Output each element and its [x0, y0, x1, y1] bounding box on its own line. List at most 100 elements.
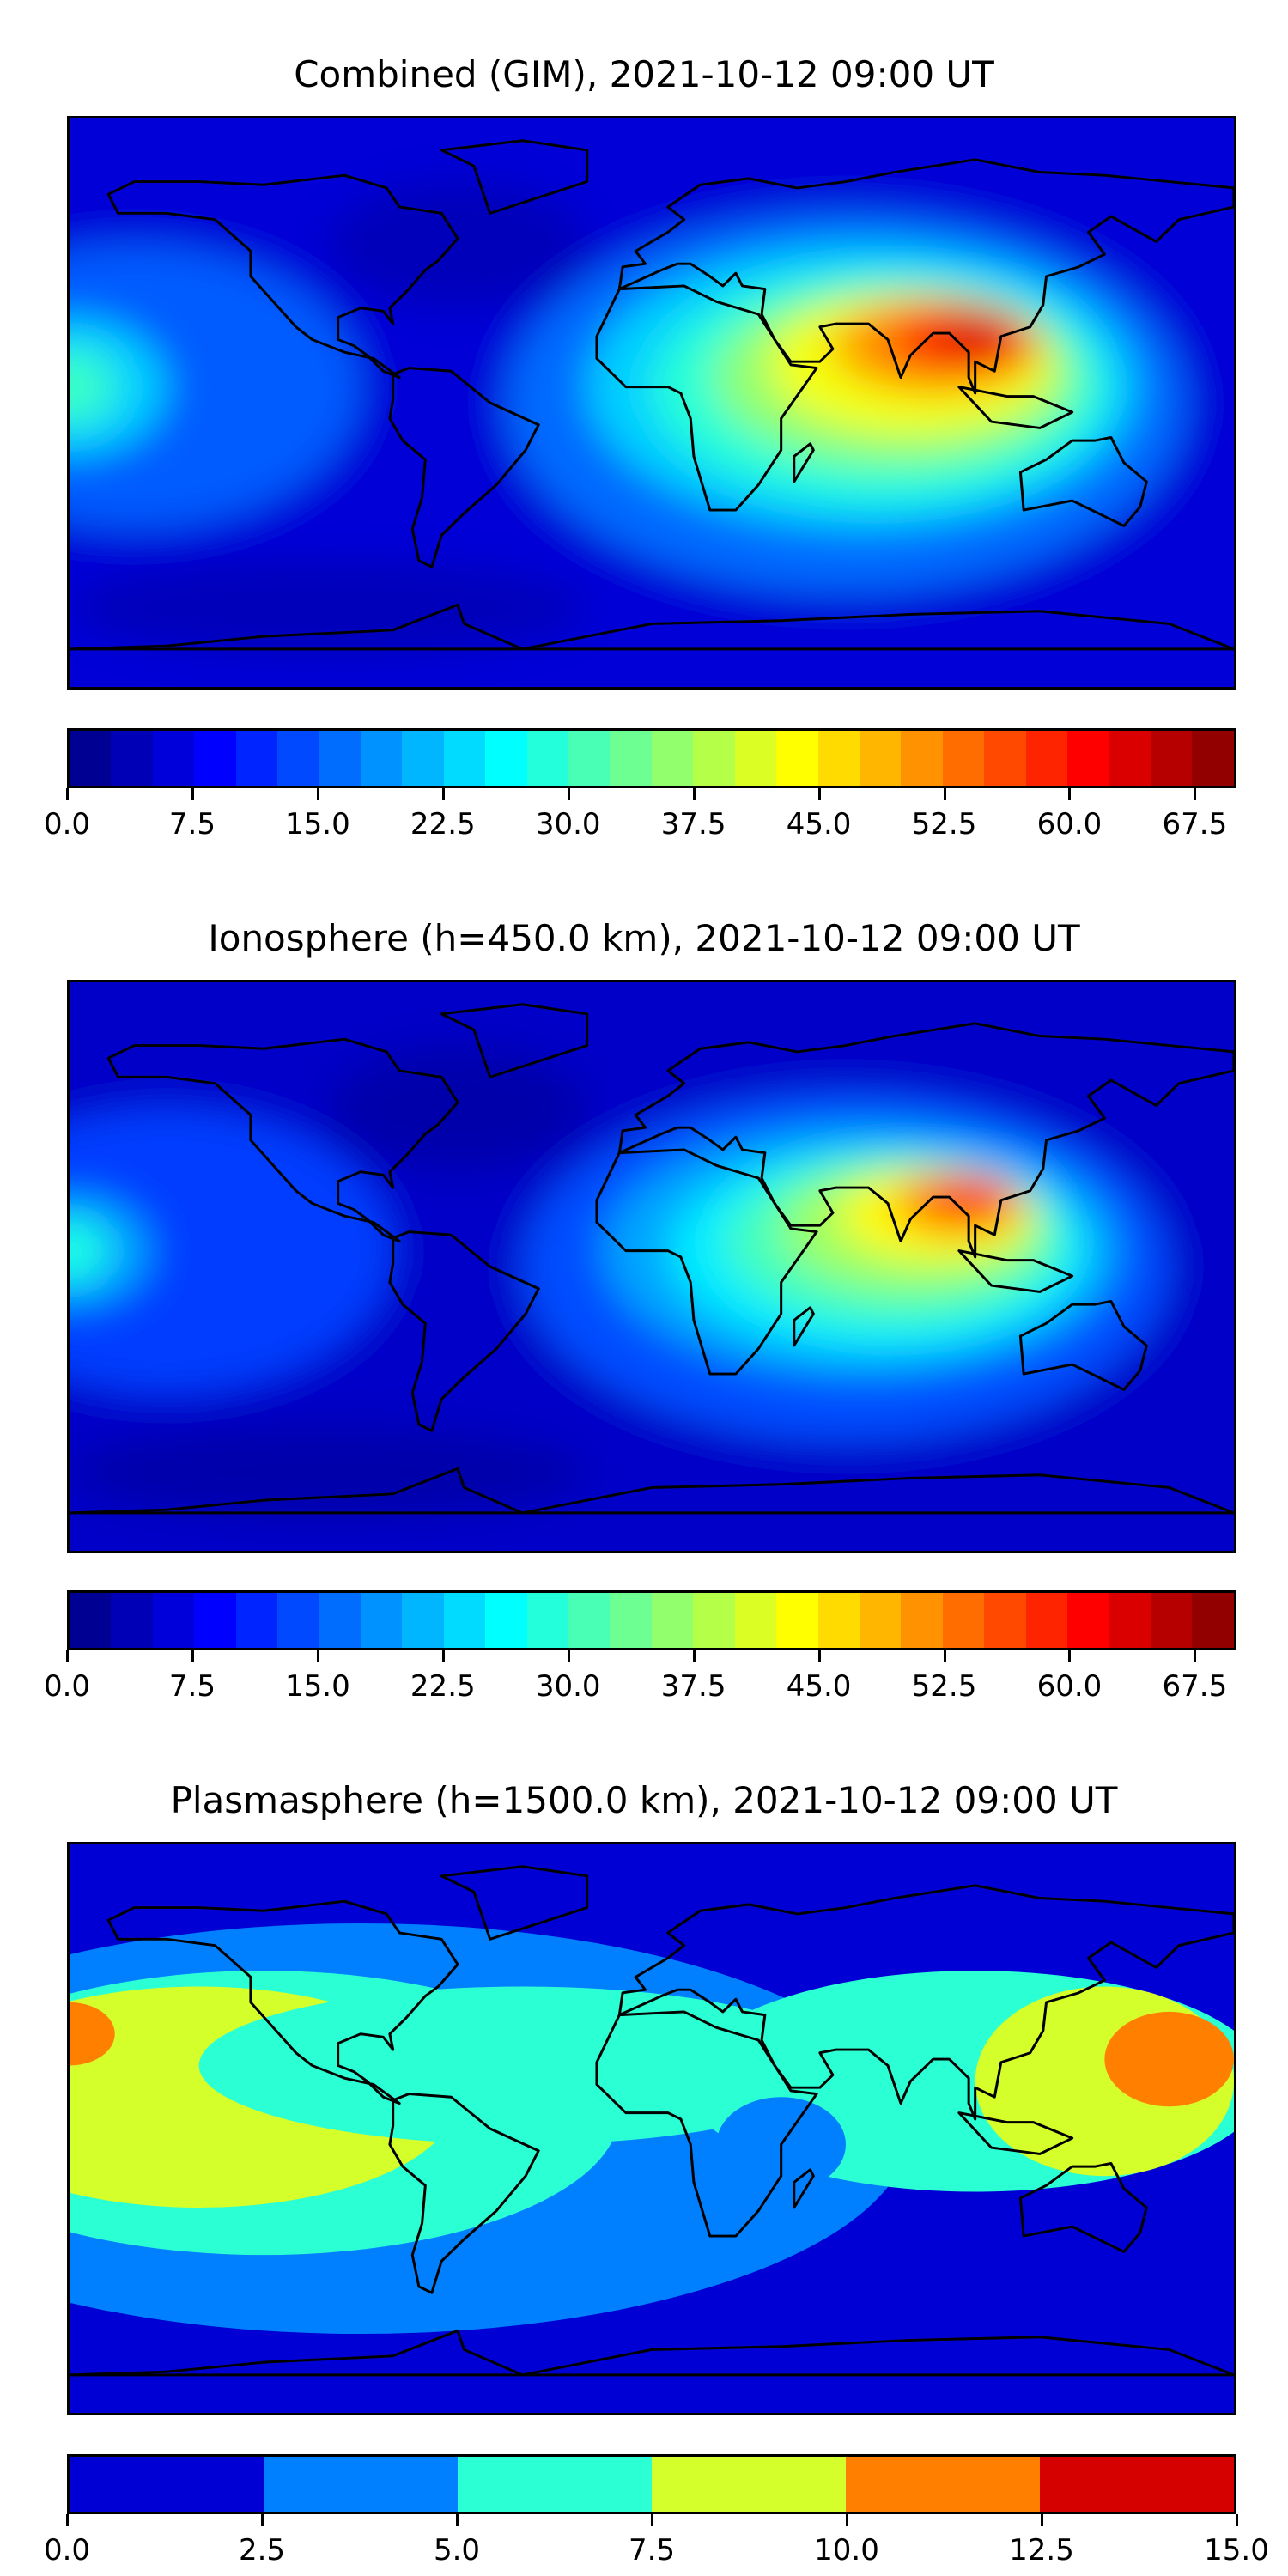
colorbar-tick-label: 15.0: [1204, 2533, 1269, 2567]
panel-title-ionosphere: Ionosphere (h=450.0 km), 2021-10-12 09:0…: [208, 917, 1080, 959]
colorbar-segment: [693, 1593, 735, 1648]
colorbar-segment: [458, 2457, 652, 2512]
colorbar-tick-label: 7.5: [168, 807, 216, 841]
colorbar-tick-label: 12.5: [1009, 2533, 1074, 2567]
colorbar-ticks-ionosphere: 0.0 7.5 15.0 22.5 30.0 37.5 45.0 52.5 60.0 67.5: [44, 1650, 1236, 1704]
colorbar-segment: [610, 731, 652, 786]
colorbar-segment: [194, 1593, 236, 1648]
colorbar-tick: [316, 1650, 319, 1662]
coastline: [595, 1148, 818, 1376]
colorbar-segment: [984, 731, 1026, 786]
tec-contour-region: [70, 245, 361, 530]
colorbar-ionosphere: [67, 1590, 1236, 1650]
colorbar-segment: [942, 731, 985, 786]
colorbar-tick-label: 45.0: [786, 807, 852, 841]
colorbar-segment: [776, 1593, 818, 1648]
coastline: [70, 2329, 1234, 2377]
colorbar-tick: [441, 1650, 445, 1662]
coastline: [793, 2168, 815, 2209]
coastline: [957, 1249, 1074, 1293]
colorbar-segment: [1040, 2457, 1234, 2512]
colorbar-segment: [402, 731, 444, 786]
colorbar-segment: [111, 1593, 153, 1648]
colorbar-segment: [817, 1593, 860, 1648]
colorbar-tick-label: 0.0: [43, 1669, 91, 1704]
coastline: [106, 1037, 459, 1243]
tec-contour-region: [70, 1218, 109, 1283]
colorbar-tick-label: 45.0: [786, 1669, 852, 1704]
colorbar-segment: [194, 731, 236, 786]
colorbar-segment: [152, 731, 195, 786]
colorbar-tick: [1194, 788, 1197, 800]
colorbar-segment: [111, 731, 153, 786]
tec-contour-region: [70, 349, 115, 425]
colorbar-segment: [360, 1593, 403, 1648]
map-plasmasphere: [67, 1842, 1236, 2415]
coastline: [595, 284, 818, 512]
colorbar-tick: [943, 788, 946, 800]
colorbar-segment: [443, 1593, 486, 1648]
tec-contour-region: [328, 181, 587, 308]
colorbar-tick-label: 30.0: [535, 1669, 601, 1704]
colorbar-tick-label: 0.0: [43, 2533, 91, 2567]
colorbar-tick: [943, 1650, 946, 1662]
colorbar-tick-label: 60.0: [1036, 807, 1103, 841]
colorbar-segment: [70, 2457, 264, 2512]
coastline: [1018, 2161, 1148, 2253]
coastlines: [70, 139, 1234, 651]
colorbar-segment: [277, 731, 319, 786]
colorbar-tick: [1068, 788, 1072, 800]
tec-contour-region: [70, 560, 587, 656]
coastlines: [70, 1003, 1234, 1515]
colorbar-segment: [402, 1593, 444, 1648]
colorbar-tick: [66, 788, 69, 800]
colorbar-tick: [651, 2514, 653, 2526]
colorbar-segment: [1109, 731, 1151, 786]
colorbar-tick: [1041, 2514, 1043, 2526]
colorbar-tick-label: 30.0: [535, 807, 601, 841]
colorbar-ticks-plasmasphere: 0.0 2.5 5.0 7.5 10.0 12.5 15.0: [44, 2514, 1269, 2567]
tec-contour-region: [70, 317, 167, 457]
colorbar-tick-label: 37.5: [660, 1669, 726, 1704]
colorbar-segment: [1150, 731, 1193, 786]
colorbar-tick-label: 67.5: [1162, 807, 1228, 841]
colorbar-segment: [984, 1593, 1026, 1648]
colorbar-segment: [734, 1593, 777, 1648]
coastline: [793, 442, 815, 483]
coastline: [440, 139, 589, 215]
colorbar-segment: [901, 731, 943, 786]
coastlines: [70, 1865, 1234, 2377]
colorbar-tick-label: 7.5: [628, 2533, 676, 2567]
colorbar-tick: [455, 2514, 459, 2526]
colorbar-segment: [942, 1593, 985, 1648]
colorbar-tick: [692, 1650, 696, 1662]
panel-title-plasmasphere: Plasmasphere (h=1500.0 km), 2021-10-12 0…: [170, 1779, 1118, 1821]
colorbar-segment: [860, 1593, 902, 1648]
colorbar-segment: [152, 1593, 195, 1648]
colorbar-segment: [1025, 1593, 1068, 1648]
colorbar-tick: [191, 788, 194, 800]
colorbar-tick: [817, 1650, 821, 1662]
colorbar-tick: [191, 1650, 194, 1662]
colorbar-tick-label: 15.0: [284, 1669, 350, 1704]
coastline: [388, 367, 540, 568]
coastline: [595, 2010, 818, 2238]
tec-contour-region: [70, 1194, 151, 1308]
colorbar-tick: [316, 788, 319, 800]
colorbar-tick-label: 7.5: [168, 1669, 216, 1704]
coastline: [106, 1899, 459, 2105]
colorbar-tick: [845, 2514, 848, 2526]
colorbar-segment: [776, 731, 818, 786]
colorbar-segment: [693, 731, 735, 786]
coastline: [1018, 435, 1148, 527]
coastline: [388, 1230, 540, 1432]
tec-contour-region: [929, 1178, 1008, 1217]
colorbar-combined: [67, 728, 1236, 788]
coastline: [106, 173, 459, 380]
coastline: [617, 158, 1234, 395]
coastline: [70, 603, 1234, 651]
colorbar-tick: [817, 788, 821, 800]
colorbar-segment: [652, 2457, 846, 2512]
coastline: [440, 1003, 589, 1078]
colorbar-segment: [485, 1593, 527, 1648]
